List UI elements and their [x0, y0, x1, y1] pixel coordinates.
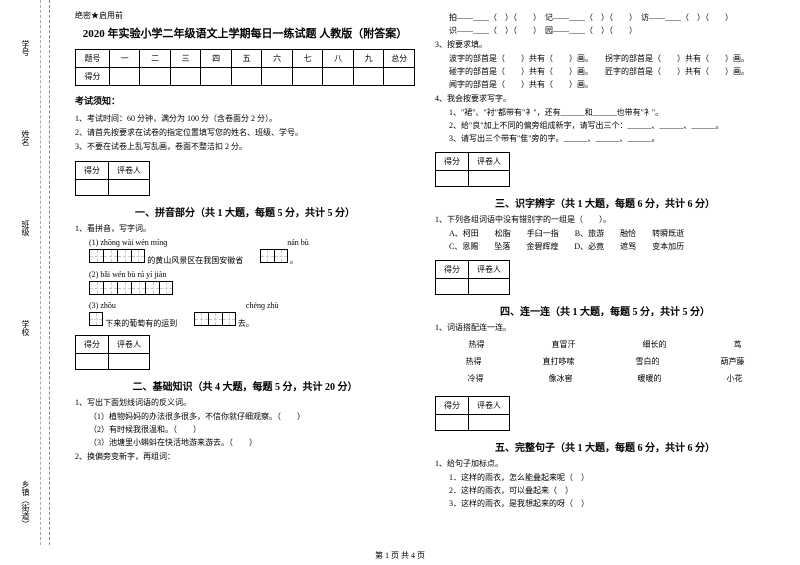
text: 的黄山风景区在我国安徽省 — [147, 256, 243, 265]
sq: （2）有时候我很温和。（ ） — [89, 424, 415, 435]
sq: 2、给"良"加上不同的偏旁组成新字，请写出三个：______、______、__… — [449, 120, 775, 131]
q: 3、按要求填。 — [435, 39, 775, 50]
notice-item: 3、不要在试卷上乱写乱画，卷面不整洁扣 2 分。 — [75, 141, 415, 152]
line: 拍——____（ ）（ ） 记——____（ ）（ ） 访——____（ ）（ … — [449, 12, 775, 23]
q: 2、换偏旁变新字，再组词： — [75, 451, 415, 462]
sq: 1．这样的雨衣，怎么能叠起来呢（ ） — [449, 472, 775, 483]
secret-level: 绝密★启用前 — [75, 10, 415, 21]
word-row: 冷得像冰窖暖暖的小花 — [435, 373, 775, 384]
binding-margin: 学号 姓名 班级 学校 乡镇（街道） — [0, 0, 50, 545]
th: 一 — [109, 50, 140, 68]
section-5-title: 五、完整句子（共 1 大题，每题 6 分，共计 6 分） — [435, 439, 775, 454]
sq: 3．这样的雨衣，是我想起来的呀（ ） — [449, 498, 775, 509]
char-grid — [89, 249, 145, 263]
left-column: 绝密★启用前 2020 年实验小学二年级语文上学期每日一练试题 人教版（附答案）… — [65, 10, 425, 535]
pinyin: nán bù — [287, 238, 309, 247]
page-footer: 第 1 页 共 4 页 — [0, 550, 800, 561]
section-1-title: 一、拼音部分（共 1 大题，每题 5 分，共计 5 分） — [75, 204, 415, 219]
text: 下来的葡萄有的运到 — [105, 319, 177, 328]
th: 五 — [231, 50, 262, 68]
sq: 3、请写出三个带有"隹"旁的字。______、______、______。 — [449, 133, 775, 144]
opt: A、柯田 松脂 手臼一指 B、旅游 融恰 转瞬既逝 — [449, 228, 775, 239]
notice-title: 考试须知： — [75, 94, 415, 107]
dash-line — [40, 0, 41, 545]
sq: （3）池塘里小蝌蚪在快活地游来游去。（ ） — [89, 437, 415, 448]
th: 九 — [353, 50, 384, 68]
right-column: 拍——____（ ）（ ） 记——____（ ）（ ） 访——____（ ）（ … — [425, 10, 785, 535]
q: 4、我会按要求写字。 — [435, 93, 775, 104]
char-grid — [89, 312, 103, 326]
notice-item: 2、请首先按要求在试卷的指定位置填写您的姓名、班级、学号。 — [75, 127, 415, 138]
th: 题号 — [76, 50, 110, 68]
q: 1、给句子加标点。 — [435, 458, 775, 469]
th: 六 — [262, 50, 293, 68]
pinyin: (1) zhōnɡ wài wén mínɡ — [89, 238, 167, 247]
score-table: 题号 一 二 三 四 五 六 七 八 九 总分 得分 — [75, 49, 415, 86]
pinyin: (3) zhōu — [89, 301, 116, 310]
section-score-box: 得分评卷人 — [435, 396, 510, 431]
section-score-box: 得分评卷人 — [435, 152, 510, 187]
pinyin: (2) bǎi wén bù rú yí jiàn — [89, 270, 415, 279]
char-grid — [89, 281, 173, 295]
margin-label-id: 学号 — [20, 40, 31, 56]
th: 八 — [323, 50, 354, 68]
q: 1、写出下面划线词语的反义词。 — [75, 397, 415, 408]
th: 总分 — [384, 50, 415, 68]
th: 三 — [170, 50, 201, 68]
th: 七 — [292, 50, 323, 68]
section-2-title: 二、基础知识（共 4 大题，每题 5 分，共计 20 分） — [75, 378, 415, 393]
pinyin: chénɡ zhù — [246, 301, 279, 310]
line: 波字的部首是（ ）共有（ ）画。 拐字的部首是（ ）共有（ ）画。 — [449, 53, 775, 64]
sq: （1）植物妈妈的办法很多很多，不信你就仔细观察。（ ） — [89, 411, 415, 422]
word-row: 热得直打哆嗦雪白的葫芦藤 — [435, 356, 775, 367]
sq: 2．这样的雨衣，可以叠起来（ ） — [449, 485, 775, 496]
margin-label-town: 乡镇（街道） — [20, 480, 31, 528]
text: 去。 — [238, 319, 254, 328]
q: 1、下列各组词语中没有错别字的一组是（ ）。 — [435, 214, 775, 225]
line: 识——____（ ）（ ） 园——____（ ）（ ） — [449, 25, 775, 36]
th: 二 — [140, 50, 171, 68]
section-score-box: 得分评卷人 — [75, 335, 150, 370]
exam-title: 2020 年实验小学二年级语文上学期每日一练试题 人教版（附答案） — [75, 25, 415, 41]
margin-label-school: 学校 — [20, 320, 31, 336]
q1: 1、看拼音，写字词。 — [75, 223, 415, 234]
char-grid — [260, 249, 288, 263]
section-4-title: 四、连一连（共 1 大题，每题 5 分，共计 5 分） — [435, 303, 775, 318]
line: 闻字的部首是（ ）共有（ ）画。 — [449, 79, 775, 90]
section-score-box: 得分评卷人 — [435, 260, 510, 295]
td: 得分 — [76, 68, 110, 86]
section-score-box: 得分评卷人 — [75, 161, 150, 196]
margin-label-name: 姓名 — [20, 130, 31, 146]
opt: C、恩赐 坠落 金碧辉煌 D、必竟 遮骂 变本加历 — [449, 241, 775, 252]
margin-label-class: 班级 — [20, 220, 31, 236]
char-grid — [194, 312, 236, 326]
word-row: 热得直冒汗细长的茑 — [435, 339, 775, 350]
notice-item: 1、考试时间：60 分钟，满分为 100 分（含卷面分 2 分）。 — [75, 113, 415, 124]
q: 1、词语搭配连一连。 — [435, 322, 775, 333]
th: 四 — [201, 50, 232, 68]
line: 碰字的部首是（ ）共有（ ）画。 匠字的部首是（ ）共有（ ）画。 — [449, 66, 775, 77]
sq: 1、"裙"、"衬"都带有"衤"，还有______和______也带有"衤"。 — [449, 107, 775, 118]
section-3-title: 三、识字辨字（共 1 大题，每题 6 分，共计 6 分） — [435, 195, 775, 210]
